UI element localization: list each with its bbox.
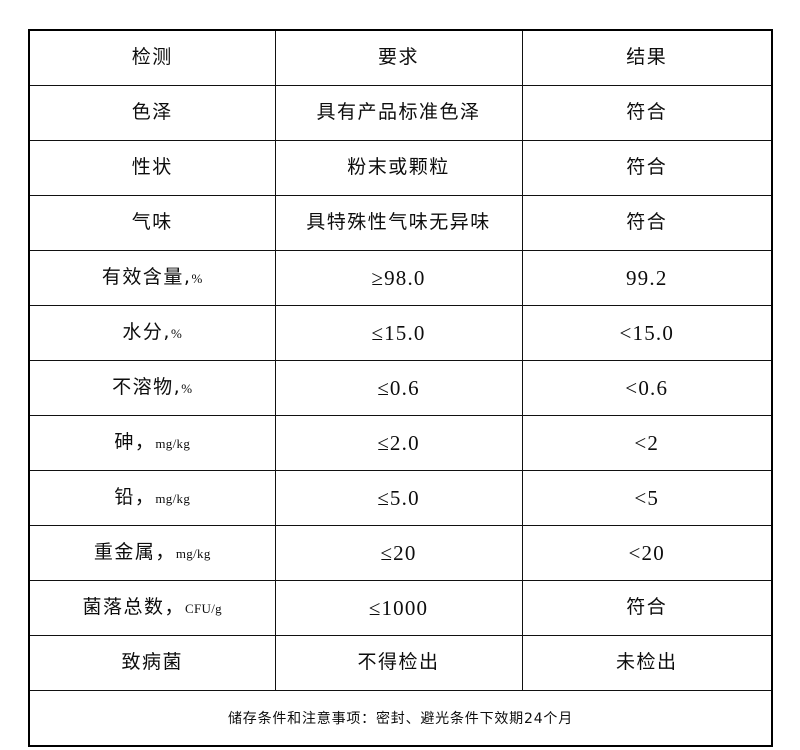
column-header-item: 检测 <box>28 29 276 86</box>
result-cell: 未检出 <box>521 635 773 691</box>
test-item-cell-unit: % <box>191 271 203 287</box>
requirement-cell: 具有产品标准色泽 <box>274 85 523 141</box>
result-cell-label: 符合 <box>626 101 668 124</box>
test-item-cell-label: 致病菌 <box>121 651 183 674</box>
result-cell-label: 符合 <box>626 596 668 619</box>
requirement-cell-label: 粉末或颗粒 <box>347 156 450 179</box>
result-cell-label: <5 <box>634 485 660 510</box>
result-cell-label: 符合 <box>626 211 668 234</box>
table-row: 重金属，mg/kg ≤20 <20 <box>28 525 773 581</box>
table-row: 致病菌 不得检出 未检出 <box>28 635 773 691</box>
result-cell-label: <15.0 <box>619 320 675 345</box>
requirement-cell-label: ≤15.0 <box>371 320 426 345</box>
column-header-result-label: 结果 <box>626 46 668 69</box>
result-cell-label: <2 <box>634 430 660 455</box>
table-row: 铅，mg/kg ≤5.0 <5 <box>28 470 773 526</box>
test-item-cell: 不溶物,% <box>28 360 276 416</box>
column-header-requirement-label: 要求 <box>377 46 419 69</box>
test-item-cell: 色泽 <box>28 85 276 141</box>
test-item-cell-label: 砷， <box>114 431 156 454</box>
test-item-cell-label: 重金属， <box>93 541 176 564</box>
requirement-cell-label: ≤2.0 <box>377 430 420 455</box>
requirement-cell: ≤2.0 <box>274 415 523 471</box>
table-row: 砷，mg/kg ≤2.0 <2 <box>28 415 773 471</box>
test-item-cell-label: 不溶物, <box>112 376 182 399</box>
test-item-cell-unit: mg/kg <box>155 436 191 452</box>
column-header-requirement: 要求 <box>274 29 523 86</box>
result-cell: <2 <box>521 415 773 471</box>
requirement-cell: 具特殊性气味无异味 <box>274 195 523 251</box>
footer-row: 储存条件和注意事项：密封、避光条件下效期24个月 <box>28 690 773 747</box>
test-item-cell-unit: CFU/g <box>185 601 222 617</box>
requirement-cell-label: ≤20 <box>380 540 417 565</box>
table-body: 检测 要求 结果 色泽 具有产品标准色泽 符合 性状 粉末或颗粒 符合 气味 具特殊性气味无异… <box>28 29 773 691</box>
test-item-cell-label: 色泽 <box>131 101 173 124</box>
test-item-cell: 气味 <box>28 195 276 251</box>
requirement-cell-label: ≤0.6 <box>377 375 420 400</box>
test-item-cell-label: 性状 <box>131 156 173 179</box>
storage-note-cell: 储存条件和注意事项：密封、避光条件下效期24个月 <box>28 690 773 747</box>
requirement-cell-label: 具特殊性气味无异味 <box>306 211 491 234</box>
table-row: 气味 具特殊性气味无异味 符合 <box>28 195 773 251</box>
result-cell-label: 未检出 <box>615 651 678 674</box>
requirement-cell-label: ≥98.0 <box>371 265 426 290</box>
test-item-cell-unit: mg/kg <box>175 546 211 562</box>
result-cell: 符合 <box>521 85 773 141</box>
result-cell: 符合 <box>521 195 773 251</box>
requirement-cell: ≤1000 <box>274 580 523 636</box>
column-header-result: 结果 <box>521 29 773 86</box>
requirement-cell-label: 具有产品标准色泽 <box>316 101 481 124</box>
table-row: 菌落总数，CFU/g ≤1000 符合 <box>28 580 773 636</box>
test-item-cell: 砷，mg/kg <box>28 415 276 471</box>
table-row: 色泽 具有产品标准色泽 符合 <box>28 85 773 141</box>
result-cell-label: 99.2 <box>625 265 668 290</box>
requirement-cell-label: ≤1000 <box>368 595 429 620</box>
storage-note-text: 储存条件和注意事项：密封、避光条件下效期24个月 <box>227 711 573 728</box>
result-cell-label: <0.6 <box>625 375 669 400</box>
table-header-row: 检测 要求 结果 <box>28 29 773 86</box>
requirement-cell: ≤20 <box>274 525 523 581</box>
test-item-cell: 铅，mg/kg <box>28 470 276 526</box>
requirement-cell: ≤15.0 <box>274 305 523 361</box>
result-cell: 符合 <box>521 140 773 196</box>
test-item-cell: 性状 <box>28 140 276 196</box>
test-item-cell: 水分,% <box>28 305 276 361</box>
table-row: 水分,% ≤15.0 <15.0 <box>28 305 773 361</box>
test-item-cell-unit: % <box>181 381 193 397</box>
result-cell-label: 符合 <box>626 156 668 179</box>
test-item-cell-unit: mg/kg <box>155 491 191 507</box>
test-item-cell-unit: % <box>170 326 183 342</box>
result-cell: <5 <box>521 470 773 526</box>
requirement-cell: 不得检出 <box>274 635 523 691</box>
requirement-cell-label: 不得检出 <box>357 651 440 674</box>
test-item-cell-label: 有效含量, <box>101 266 192 289</box>
result-cell-label: <20 <box>628 540 665 565</box>
table-row: 不溶物,% ≤0.6 <0.6 <box>28 360 773 416</box>
requirement-cell: 粉末或颗粒 <box>274 140 523 196</box>
result-cell: <20 <box>521 525 773 581</box>
specification-table: 检测 要求 结果 色泽 具有产品标准色泽 符合 性状 粉末或颗粒 符合 气味 具特殊性气味无异… <box>28 29 773 747</box>
test-item-cell-label: 水分, <box>122 321 171 344</box>
test-item-cell-label: 菌落总数， <box>82 596 186 619</box>
column-header-item-label: 检测 <box>131 46 173 69</box>
result-cell: <0.6 <box>521 360 773 416</box>
table-footer: 储存条件和注意事项：密封、避光条件下效期24个月 <box>28 690 773 747</box>
requirement-cell: ≤5.0 <box>274 470 523 526</box>
test-item-cell: 菌落总数，CFU/g <box>28 580 276 636</box>
requirement-cell: ≤0.6 <box>274 360 523 416</box>
test-item-cell: 重金属，mg/kg <box>28 525 276 581</box>
test-item-cell: 致病菌 <box>28 635 276 691</box>
test-item-cell-label: 铅， <box>114 486 156 509</box>
specification-table-container: 检测 要求 结果 色泽 具有产品标准色泽 符合 性状 粉末或颗粒 符合 气味 具特殊性气味无异… <box>28 29 773 747</box>
test-item-cell-label: 气味 <box>131 211 173 234</box>
table-row: 有效含量,% ≥98.0 99.2 <box>28 250 773 306</box>
table-row: 性状 粉末或颗粒 符合 <box>28 140 773 196</box>
requirement-cell-label: ≤5.0 <box>377 485 420 510</box>
result-cell: 99.2 <box>521 250 773 306</box>
result-cell: <15.0 <box>521 305 773 361</box>
requirement-cell: ≥98.0 <box>274 250 523 306</box>
result-cell: 符合 <box>521 580 773 636</box>
test-item-cell: 有效含量,% <box>28 250 276 306</box>
